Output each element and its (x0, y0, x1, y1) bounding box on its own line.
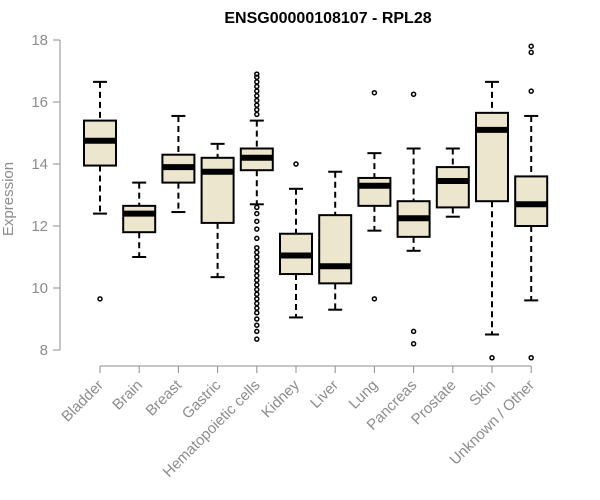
outlier-point (254, 291, 260, 297)
outlier-point (254, 286, 260, 293)
x-tick-label: Lung (346, 377, 382, 413)
y-axis-label: Expression (0, 162, 17, 236)
outlier-point (254, 244, 260, 251)
box-iqr (475, 111, 509, 203)
x-tick-label: Liver (307, 377, 342, 412)
box-iqr (514, 175, 549, 227)
box-unknown-other (514, 43, 549, 361)
outlier-point (254, 310, 260, 316)
x-tick-label: Bladder (58, 377, 107, 426)
outlier-point (528, 355, 534, 361)
outlier-point (254, 204, 260, 211)
outlier-point (254, 316, 260, 322)
box-skin (475, 80, 509, 361)
outlier-point (293, 161, 299, 167)
outlier-point (489, 355, 495, 361)
outlier-point (528, 88, 534, 94)
box-iqr (318, 214, 353, 285)
outlier-point (254, 296, 260, 302)
outlier-point (254, 88, 260, 94)
y-axis: 8 10 12 14 16 18 (31, 32, 61, 359)
box-gastric (200, 142, 235, 279)
outlier-point (254, 277, 260, 283)
box-lung (357, 89, 392, 302)
box-brain (122, 181, 157, 258)
box-iqr (357, 176, 392, 207)
boxes (83, 43, 549, 361)
box-hematopoietic-cells (239, 71, 274, 342)
outlier-point (254, 218, 260, 225)
box-prostate (435, 147, 470, 218)
outlier-point (254, 272, 260, 279)
outlier-point (254, 111, 260, 118)
outlier-point (254, 235, 260, 242)
box-kidney (279, 161, 313, 319)
y-tick-label: 14 (31, 156, 48, 173)
y-tick-label: 10 (31, 280, 48, 297)
outlier-point (254, 249, 260, 256)
outlier-point (254, 210, 260, 217)
outlier-point (254, 102, 260, 108)
outlier-point (254, 74, 260, 80)
chart-title: ENSG00000108107 - RPL28 (224, 10, 431, 27)
outlier-point (254, 93, 260, 99)
outlier-point (254, 97, 260, 104)
outlier-point (254, 71, 260, 77)
y-tick-label: 12 (31, 218, 48, 235)
outlier-point (254, 258, 260, 265)
x-tick-label: Breast (143, 376, 186, 419)
outlier-point (528, 49, 534, 56)
box-iqr (122, 204, 157, 234)
outlier-point (254, 300, 260, 307)
outlier-point (528, 43, 534, 49)
outlier-point (410, 91, 417, 97)
box-pancreas (396, 91, 431, 347)
x-tick-label: Brain (109, 377, 146, 414)
outlier-point (254, 268, 260, 274)
outlier-point (97, 296, 103, 302)
outlier-point (371, 89, 378, 96)
outlier-point (254, 226, 260, 232)
box-iqr (435, 166, 470, 209)
outlier-point (371, 296, 378, 302)
outlier-point (410, 341, 417, 347)
outlier-point (254, 328, 260, 335)
outlier-point (410, 328, 417, 335)
x-tick-label: Kidney (258, 376, 303, 421)
outlier-point (254, 254, 260, 260)
x-tick-label: Skin (466, 377, 499, 410)
y-tick-label: 8 (40, 342, 48, 359)
y-tick-label: 18 (31, 32, 48, 49)
outlier-point (254, 322, 260, 328)
outlier-point (254, 263, 260, 270)
y-tick-label: 16 (31, 94, 48, 111)
outlier-point (254, 79, 260, 85)
box-breast (161, 114, 196, 214)
outlier-point (254, 305, 260, 311)
outlier-point (254, 282, 260, 288)
outlier-point (254, 107, 260, 113)
outlier-point (254, 336, 260, 342)
outlier-point (254, 83, 260, 90)
box-iqr (200, 156, 235, 224)
box-liver (318, 170, 353, 311)
box-bladder (83, 80, 117, 302)
